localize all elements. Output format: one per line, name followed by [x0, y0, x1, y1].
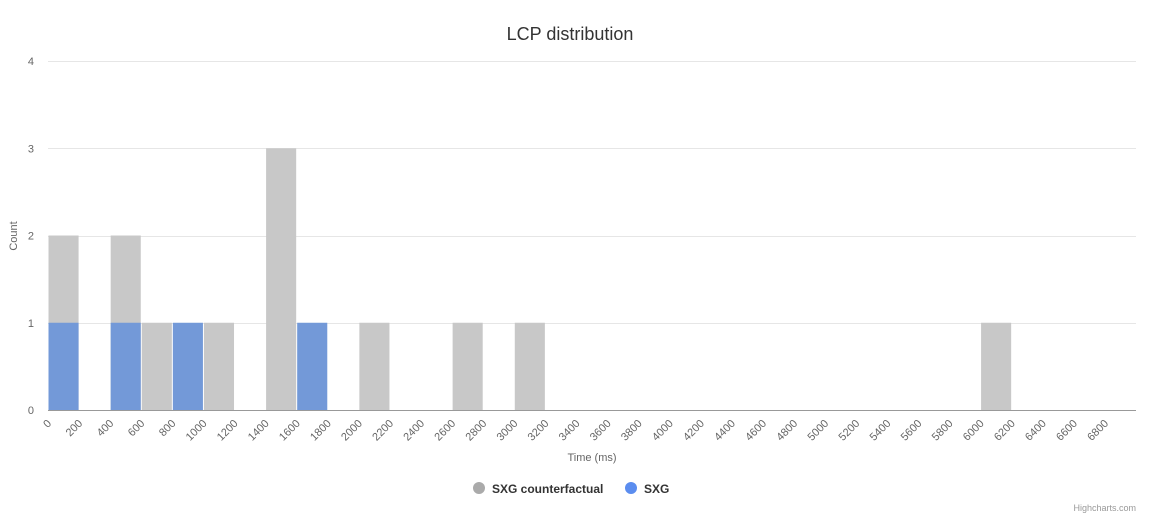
x-tick-label: 1800 [308, 418, 334, 444]
x-tick-label: 4000 [650, 418, 676, 444]
x-tick-label: 1600 [277, 418, 303, 444]
x-tick-label: 3200 [526, 418, 552, 444]
y-tick-label: 2 [28, 231, 34, 243]
x-tick-label: 600 [126, 418, 147, 439]
y-axis-title: Count [8, 221, 20, 250]
x-tick-label: 2000 [339, 418, 365, 444]
x-axis-title: Time (ms) [567, 452, 616, 464]
x-tick-label: 400 [95, 418, 116, 439]
x-tick-label: 6000 [961, 418, 987, 444]
bar-sxg-counterfactual[interactable] [452, 322, 483, 410]
x-tick-label: 200 [64, 418, 85, 439]
x-tick-label: 800 [157, 418, 178, 439]
x-tick-label: 4200 [681, 418, 707, 444]
bar-sxg[interactable] [48, 322, 79, 410]
x-tick-label: 6600 [1054, 418, 1080, 444]
x-tick-label: 2400 [401, 418, 427, 444]
x-tick-label: 6800 [1085, 418, 1111, 444]
legend-marker-icon [473, 482, 485, 494]
legend-marker-icon [625, 482, 637, 494]
y-tick-label: 3 [28, 143, 34, 155]
bar-sxg-counterfactual[interactable] [981, 322, 1012, 410]
x-tick-label: 3400 [557, 418, 583, 444]
x-tick-label: 5200 [837, 418, 863, 444]
bar-sxg-counterfactual[interactable] [141, 322, 172, 410]
x-tick-label: 4800 [774, 418, 800, 444]
bar-sxg-counterfactual[interactable] [514, 322, 545, 410]
x-tick-label: 4400 [712, 418, 738, 444]
x-tick-label: 3600 [588, 418, 614, 444]
legend-label: SXG counterfactual [492, 482, 603, 496]
x-tick-label: 1400 [246, 418, 272, 444]
x-tick-label: 0 [41, 418, 54, 431]
bar-sxg[interactable] [110, 322, 141, 410]
legend-item-sxg-counterfactual[interactable]: SXG counterfactual [473, 482, 603, 496]
legend-item-sxg[interactable]: SXG [625, 482, 669, 496]
bar-sxg-counterfactual[interactable] [359, 322, 390, 410]
credits-link[interactable]: Highcharts.com [1073, 503, 1136, 513]
x-tick-label: 6200 [992, 418, 1018, 444]
x-tick-label: 6400 [1023, 418, 1049, 444]
x-tick-label: 5400 [868, 418, 894, 444]
chart-title: LCP distribution [507, 24, 634, 44]
bar-sxg[interactable] [297, 322, 328, 410]
legend-label: SXG [644, 482, 669, 496]
y-tick-label: 1 [28, 318, 34, 330]
x-tick-label: 5600 [899, 418, 925, 444]
y-tick-label: 4 [28, 56, 34, 68]
x-tick-label: 3000 [495, 418, 521, 444]
bar-sxg-counterfactual[interactable] [266, 148, 297, 410]
x-tick-label: 2200 [370, 418, 396, 444]
x-tick-label: 5000 [805, 418, 831, 444]
y-tick-label: 0 [28, 405, 34, 417]
x-tick-label: 2600 [432, 418, 458, 444]
x-tick-label: 3800 [619, 418, 645, 444]
x-tick-label: 2800 [464, 418, 490, 444]
x-tick-label: 5800 [930, 418, 956, 444]
bar-sxg-counterfactual[interactable] [203, 322, 235, 410]
x-tick-label: 4600 [743, 418, 769, 444]
x-tick-label: 1200 [215, 418, 241, 444]
bar-sxg[interactable] [172, 322, 203, 410]
x-tick-label: 1000 [184, 418, 210, 444]
